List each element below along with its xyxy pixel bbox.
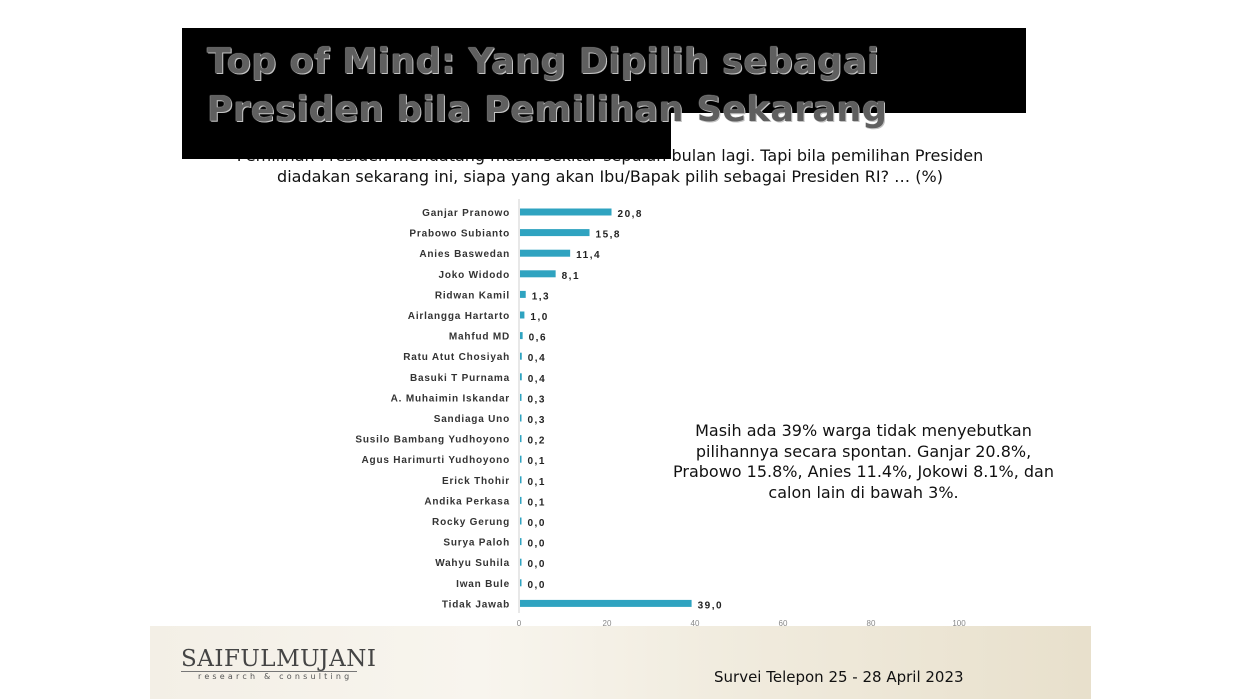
bar xyxy=(520,229,590,237)
category-label: Erick Thohir xyxy=(442,476,510,487)
value-label: 1,0 xyxy=(530,312,548,323)
bar xyxy=(520,558,522,566)
value-label: 0,0 xyxy=(528,559,546,570)
category-label: Susilo Bambang Yudhoyono xyxy=(355,435,510,446)
value-label: 0,1 xyxy=(528,456,546,467)
value-label: 0,3 xyxy=(528,394,546,405)
value-label: 0,4 xyxy=(528,353,546,364)
category-label: Ratu Atut Chosiyah xyxy=(403,352,510,363)
category-label: A. Muhaimin Iskandar xyxy=(391,393,510,404)
bar xyxy=(520,270,556,278)
x-tick-label: 80 xyxy=(867,619,876,628)
bar xyxy=(520,208,612,216)
value-label: 0,4 xyxy=(528,374,546,385)
company-tagline: research & consulting xyxy=(198,672,353,681)
x-tick-label: 40 xyxy=(691,619,700,628)
value-label: 15,8 xyxy=(596,230,621,241)
category-label: Wahyu Suhila xyxy=(435,558,510,569)
category-label: Surya Paloh xyxy=(443,538,510,549)
category-label: Airlangga Hartarto xyxy=(408,311,510,322)
category-label: Andika Perkasa xyxy=(424,496,510,507)
bar xyxy=(520,249,571,257)
title-background xyxy=(182,28,1026,113)
category-label: Prabowo Subianto xyxy=(409,229,510,240)
bar xyxy=(520,496,522,504)
x-tick-label: 60 xyxy=(779,619,788,628)
category-label: Anies Baswedan xyxy=(419,249,510,260)
slide-title: Top of Mind: Yang Dipilih sebagai Presid… xyxy=(207,42,888,130)
value-label: 0,1 xyxy=(528,477,546,488)
x-tick-label: 20 xyxy=(603,619,612,628)
bar xyxy=(520,332,523,340)
company-logo: SAIFULMUJANI xyxy=(181,646,377,672)
value-label: 0,2 xyxy=(528,436,546,447)
bar xyxy=(520,290,526,298)
category-label: Ganjar Pranowo xyxy=(422,208,510,219)
title-background-overlay xyxy=(182,113,671,159)
category-label: Mahfud MD xyxy=(449,332,510,343)
value-label: 0,0 xyxy=(528,580,546,591)
footer-band xyxy=(150,626,1091,699)
bar xyxy=(520,538,522,546)
value-label: 0,6 xyxy=(529,333,547,344)
category-label: Joko Widodo xyxy=(439,270,510,281)
category-label: Rocky Gerung xyxy=(432,517,510,528)
bar xyxy=(520,414,522,422)
bar xyxy=(520,311,525,319)
category-label: Sandiaga Uno xyxy=(434,414,510,425)
bar xyxy=(520,579,522,587)
value-label: 0,3 xyxy=(528,415,546,426)
logo-divider xyxy=(181,671,357,672)
value-label: 0,1 xyxy=(528,497,546,508)
bar xyxy=(520,517,522,525)
value-label: 0,0 xyxy=(528,518,546,529)
category-label: Basuki T Purnama xyxy=(410,373,510,384)
value-label: 0,0 xyxy=(528,539,546,550)
x-tick-label: 100 xyxy=(952,619,966,628)
value-label: 8,1 xyxy=(562,271,580,282)
value-label: 39,0 xyxy=(698,600,723,611)
category-label: Ridwan Kamil xyxy=(435,290,510,301)
bar xyxy=(520,476,522,484)
x-tick-label: 0 xyxy=(517,619,522,628)
summary-note: Masih ada 39% warga tidak menyebutkan pi… xyxy=(673,421,1054,502)
bar xyxy=(520,599,692,607)
value-label: 1,3 xyxy=(532,291,550,302)
bar xyxy=(520,393,522,401)
bar xyxy=(520,373,522,381)
bar xyxy=(520,455,522,463)
value-label: 20,8 xyxy=(618,209,643,220)
category-label: Agus Harimurti Yudhoyono xyxy=(362,455,510,466)
category-label: Tidak Jawab xyxy=(442,599,510,610)
survey-date: Survei Telepon 25 - 28 April 2023 xyxy=(714,668,964,686)
value-label: 11,4 xyxy=(576,250,601,261)
bar xyxy=(520,352,522,360)
bar xyxy=(520,435,522,443)
category-label: Iwan Bule xyxy=(456,579,510,590)
bar-chart: Ganjar Pranowo 20,8 Prabowo Subianto 15,8 An… xyxy=(355,199,966,628)
